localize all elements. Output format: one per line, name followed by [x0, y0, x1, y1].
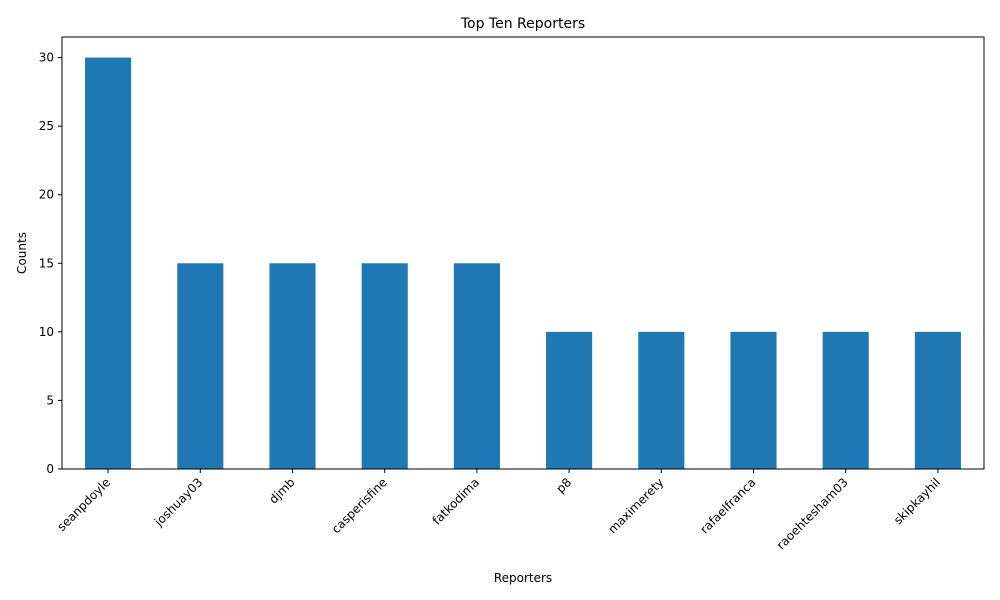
y-tick-label: 25: [39, 119, 54, 133]
bar-fatkodima: [453, 263, 500, 469]
x-tick-label: joshuay03: [151, 475, 205, 529]
bar-joshuay03: [177, 263, 224, 469]
x-tick-label: p8: [554, 475, 575, 496]
y-tick-label: 30: [39, 51, 54, 65]
x-tick-label: seanpdoyle: [55, 475, 114, 534]
y-tick-label: 0: [46, 462, 54, 476]
y-axis: 0 5 10 15 20 25 30: [39, 51, 62, 476]
bar-rafaelfranca: [730, 331, 777, 469]
bar-p8: [546, 331, 593, 469]
bar-skipkayhil: [914, 331, 961, 469]
plot-frame: [61, 36, 985, 470]
x-tick-label: fatkodima: [430, 475, 482, 527]
y-tick-label: 10: [39, 325, 54, 339]
chart-title: Top Ten Reporters: [460, 16, 585, 32]
x-tick-label: djmb: [266, 475, 297, 506]
x-tick-label: skipkayhil: [891, 475, 943, 527]
bar-casperisfine: [361, 263, 408, 469]
x-tick-label: maximerety: [605, 475, 666, 536]
y-tick-label: 20: [39, 188, 54, 202]
x-tick-label: rafaelfranca: [697, 475, 758, 536]
x-axis-label: Reporters: [494, 571, 552, 585]
x-axis: seanpdoyle joshuay03 djmb casperisfine fatko…: [55, 469, 943, 552]
bars-group: [85, 57, 961, 469]
bar-djmb: [269, 263, 316, 469]
y-axis-label: Counts: [15, 232, 29, 274]
bar-seanpdoyle: [85, 57, 132, 469]
x-tick-label: casperisfine: [329, 475, 390, 536]
bar-maximerety: [638, 331, 685, 469]
y-tick-label: 5: [46, 393, 54, 407]
bar-raoehtesham03: [822, 331, 869, 469]
x-tick-label: raoehtesham03: [774, 475, 851, 552]
y-tick-label: 15: [39, 256, 54, 270]
